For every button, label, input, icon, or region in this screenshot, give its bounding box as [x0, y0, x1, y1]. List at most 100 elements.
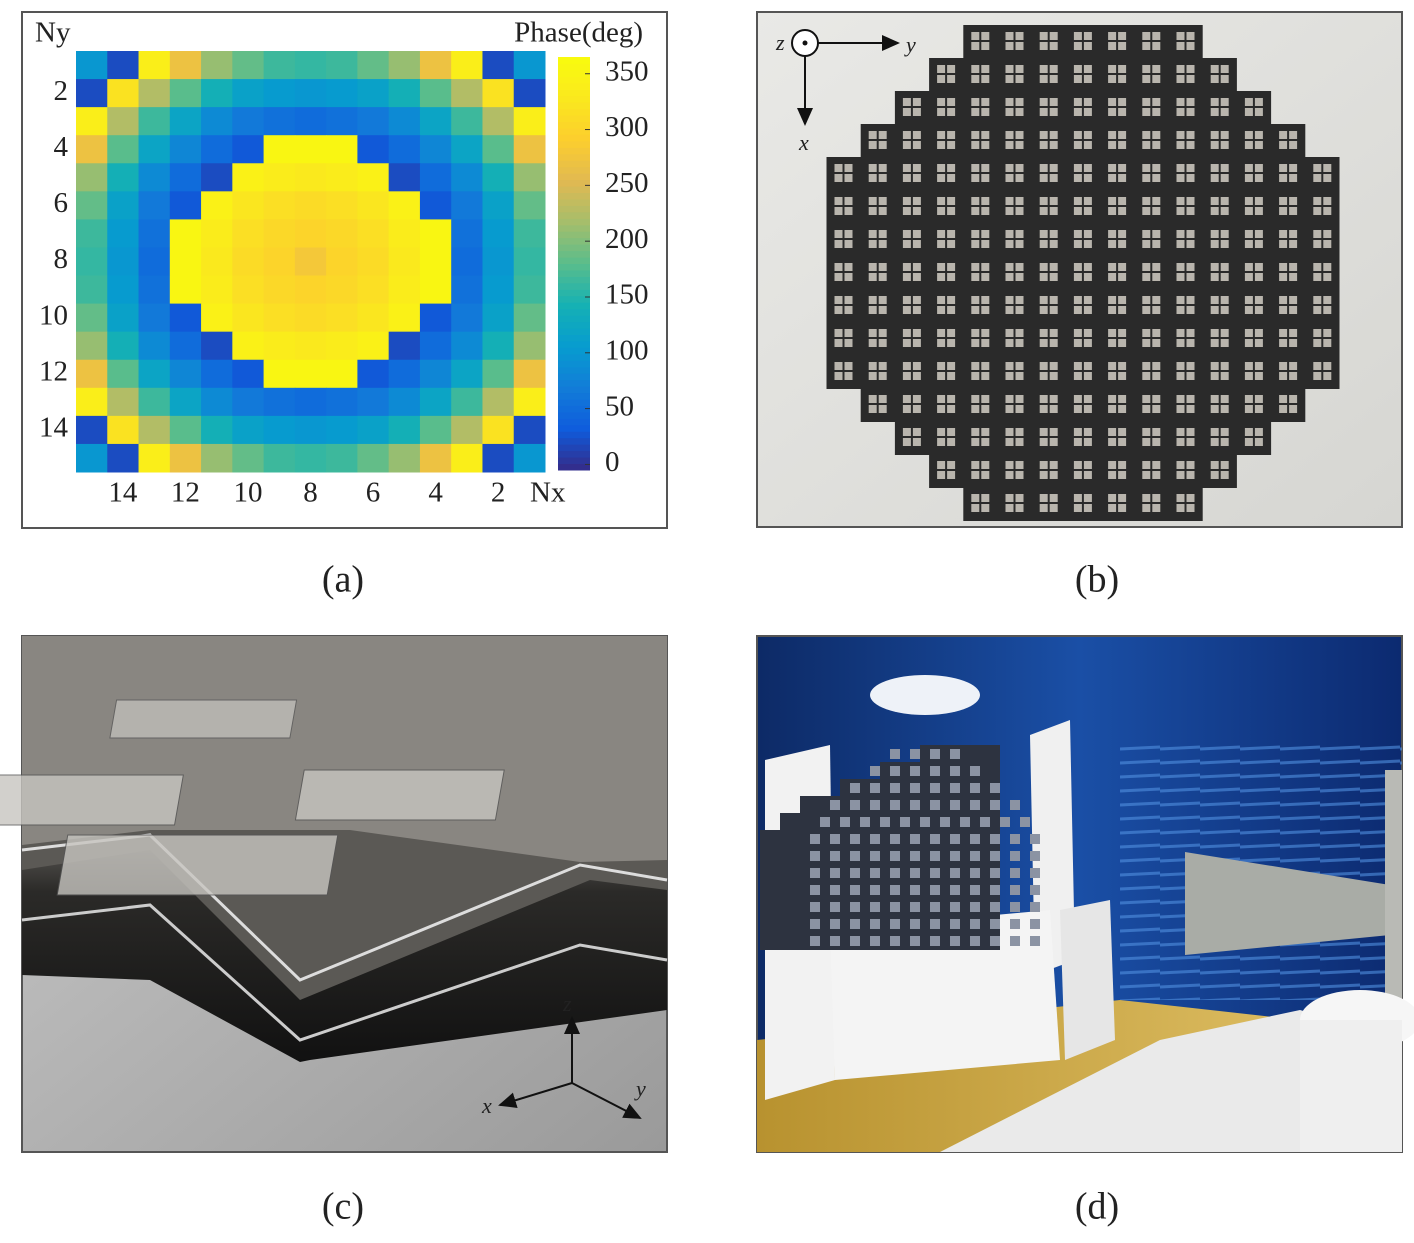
- array-patch: [971, 65, 980, 73]
- array-patch: [912, 306, 921, 314]
- array-patch: [1220, 263, 1229, 271]
- array-patch: [1323, 164, 1332, 172]
- array-patch: [1039, 395, 1048, 403]
- array-patch: [1323, 273, 1332, 281]
- array-patch: [930, 919, 940, 929]
- array-patch: [1083, 65, 1092, 73]
- cell: [76, 79, 108, 108]
- array-patch: [1118, 504, 1127, 512]
- cell: [169, 191, 202, 220]
- array-patch: [981, 108, 990, 116]
- cell: [76, 107, 108, 136]
- array-patch: [1323, 230, 1332, 238]
- array-patch: [1039, 273, 1048, 281]
- array-patch: [1244, 339, 1253, 347]
- colorbar-step: [558, 257, 590, 264]
- cell: [326, 107, 358, 136]
- array-patch: [1073, 174, 1082, 182]
- cell: [451, 191, 483, 220]
- array-patch: [1049, 428, 1058, 436]
- array-patch: [1108, 174, 1117, 182]
- array-patch: [1005, 42, 1014, 50]
- array-patch: [810, 919, 820, 929]
- array-patch: [912, 428, 921, 436]
- array-patch: [981, 230, 990, 238]
- cell: [357, 191, 390, 220]
- array-patch: [1142, 263, 1151, 271]
- colorbar-step: [558, 437, 590, 445]
- array-patch: [878, 273, 887, 281]
- array-patch: [981, 164, 990, 172]
- array-patch: [1083, 207, 1092, 215]
- cell: [232, 275, 265, 305]
- cell: [201, 415, 233, 445]
- array-patch: [1142, 174, 1151, 182]
- array-patch: [1152, 65, 1161, 73]
- array-patch: [950, 919, 960, 929]
- array-patch: [937, 438, 946, 446]
- array-patch: [1186, 504, 1195, 512]
- array-patch: [910, 800, 920, 810]
- cell: [201, 79, 233, 108]
- array-patch: [1279, 197, 1288, 205]
- cell: [326, 79, 358, 108]
- cell: [482, 247, 515, 277]
- array-patch: [1279, 263, 1288, 271]
- array-patch: [1176, 461, 1185, 469]
- cell: [451, 387, 483, 417]
- array-patch: [947, 438, 956, 446]
- array-patch: [1210, 273, 1219, 281]
- array-patch: [1049, 141, 1058, 149]
- array-patch: [810, 868, 820, 878]
- cell: [263, 135, 296, 164]
- array-patch: [1083, 405, 1092, 413]
- colorbar-step: [558, 186, 590, 194]
- array-patch: [947, 141, 956, 149]
- cell: [263, 51, 296, 80]
- cell: [138, 107, 171, 136]
- array-patch: [1015, 164, 1024, 172]
- array-patch: [1186, 164, 1195, 172]
- array-patch: [950, 800, 960, 810]
- array-patch: [1176, 131, 1185, 139]
- array-patch: [1152, 141, 1161, 149]
- array-patch: [937, 240, 946, 248]
- array-patch: [868, 306, 877, 314]
- array-patch: [1244, 263, 1253, 271]
- array-patch: [1176, 65, 1185, 73]
- array-patch: [1152, 263, 1161, 271]
- array-patch: [1323, 306, 1332, 314]
- colorbar-step: [558, 392, 590, 400]
- array-patch: [1142, 230, 1151, 238]
- array-patch: [1039, 329, 1048, 337]
- array-patch: [1289, 263, 1298, 271]
- array-patch: [1176, 494, 1185, 502]
- array-patch: [1152, 428, 1161, 436]
- cell: [419, 51, 452, 80]
- array-patch: [947, 339, 956, 347]
- cell: [419, 79, 452, 108]
- cell: [482, 359, 515, 389]
- colorbar-step: [558, 334, 590, 342]
- array-patch: [950, 868, 960, 878]
- caption: (c): [322, 1186, 364, 1228]
- array-patch: [1049, 438, 1058, 446]
- array-patch: [1176, 339, 1185, 347]
- array-patch: [1108, 65, 1117, 73]
- array-patch: [1073, 98, 1082, 106]
- array-patch: [1005, 65, 1014, 73]
- array-patch: [1039, 207, 1048, 215]
- array-patch: [844, 306, 853, 314]
- array-patch: [947, 98, 956, 106]
- array-patch: [810, 885, 820, 895]
- array-patch: [981, 428, 990, 436]
- array-row: [826, 289, 1340, 323]
- array-patch: [970, 868, 980, 878]
- array-patch: [1005, 306, 1014, 314]
- cell: [326, 331, 358, 361]
- array-patch: [971, 306, 980, 314]
- y-tick-label: 6: [54, 187, 69, 219]
- cell: [138, 247, 171, 277]
- array-patch: [868, 207, 877, 215]
- cell: [451, 415, 483, 445]
